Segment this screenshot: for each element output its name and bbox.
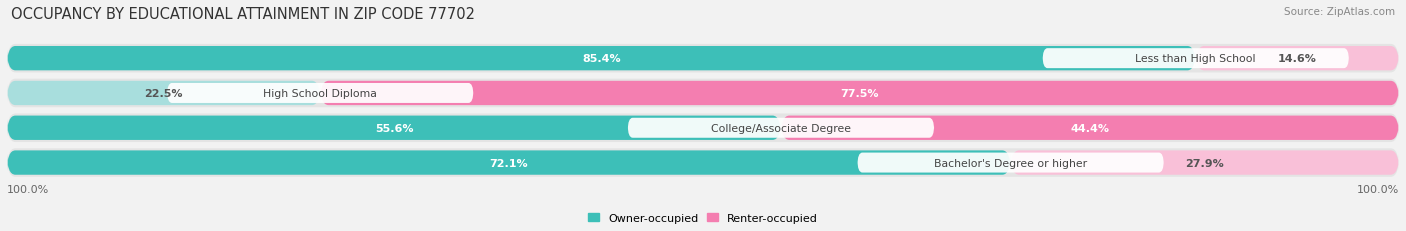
Text: Bachelor's Degree or higher: Bachelor's Degree or higher	[934, 158, 1087, 168]
Text: 72.1%: 72.1%	[489, 158, 529, 168]
Text: 100.0%: 100.0%	[1357, 184, 1399, 194]
Text: 27.9%: 27.9%	[1185, 158, 1225, 168]
FancyBboxPatch shape	[7, 45, 1399, 73]
Text: College/Associate Degree: College/Associate Degree	[711, 123, 851, 133]
Legend: Owner-occupied, Renter-occupied: Owner-occupied, Renter-occupied	[583, 208, 823, 227]
FancyBboxPatch shape	[780, 116, 1399, 140]
Text: 77.5%: 77.5%	[841, 88, 879, 99]
FancyBboxPatch shape	[167, 84, 474, 103]
Text: Less than High School: Less than High School	[1136, 54, 1256, 64]
FancyBboxPatch shape	[7, 149, 1399, 177]
FancyBboxPatch shape	[1043, 49, 1348, 69]
FancyBboxPatch shape	[321, 82, 1399, 106]
Text: 44.4%: 44.4%	[1070, 123, 1109, 133]
FancyBboxPatch shape	[7, 79, 1399, 108]
Text: 14.6%: 14.6%	[1278, 54, 1317, 64]
FancyBboxPatch shape	[7, 114, 1399, 142]
FancyBboxPatch shape	[1011, 151, 1399, 175]
Text: High School Diploma: High School Diploma	[263, 88, 377, 99]
FancyBboxPatch shape	[1195, 47, 1399, 71]
Text: 85.4%: 85.4%	[582, 54, 620, 64]
Text: OCCUPANCY BY EDUCATIONAL ATTAINMENT IN ZIP CODE 77702: OCCUPANCY BY EDUCATIONAL ATTAINMENT IN Z…	[11, 7, 475, 22]
Text: 100.0%: 100.0%	[7, 184, 49, 194]
Text: Source: ZipAtlas.com: Source: ZipAtlas.com	[1284, 7, 1395, 17]
FancyBboxPatch shape	[7, 151, 1011, 175]
FancyBboxPatch shape	[7, 116, 780, 140]
FancyBboxPatch shape	[628, 118, 934, 138]
FancyBboxPatch shape	[7, 47, 1195, 71]
Text: 22.5%: 22.5%	[145, 88, 183, 99]
FancyBboxPatch shape	[858, 153, 1164, 173]
Text: 55.6%: 55.6%	[375, 123, 413, 133]
FancyBboxPatch shape	[7, 82, 321, 106]
